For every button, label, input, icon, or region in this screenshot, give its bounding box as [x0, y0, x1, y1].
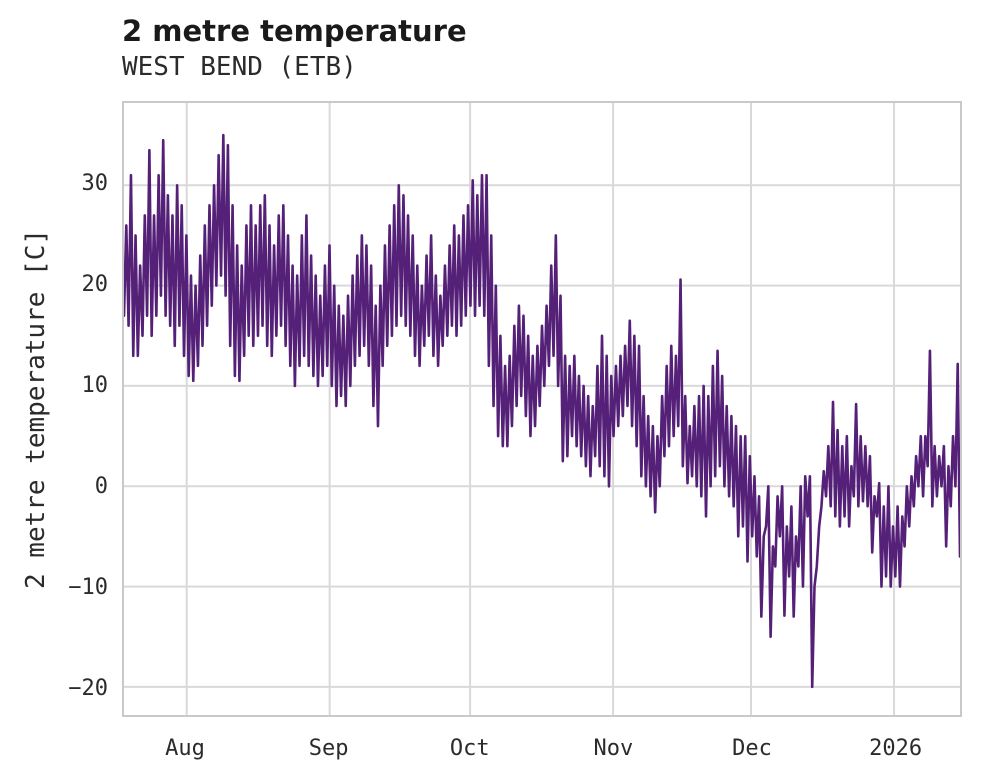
y-tick-label: 0 [94, 473, 108, 499]
y-tick-label: 20 [81, 271, 109, 297]
x-tick-label: Nov [593, 736, 634, 761]
x-tick-label: Dec [732, 736, 772, 761]
y-tick-label: 10 [81, 372, 109, 398]
chart-subtitle: WEST BEND (ETB) [122, 52, 357, 82]
x-tick-label: Aug [165, 736, 205, 761]
y-tick-label: −10 [68, 574, 108, 600]
plot-svg [124, 103, 960, 715]
x-tick-label: Sep [308, 736, 349, 761]
temperature-line [124, 133, 960, 689]
y-tick-label: −20 [68, 675, 108, 701]
x-tick-label: Oct [449, 736, 490, 761]
chart-title: 2 metre temperature [122, 14, 467, 48]
x-tick-label: 2026 [869, 736, 923, 761]
plot-area [122, 101, 962, 717]
y-tick-label: 30 [81, 170, 109, 196]
